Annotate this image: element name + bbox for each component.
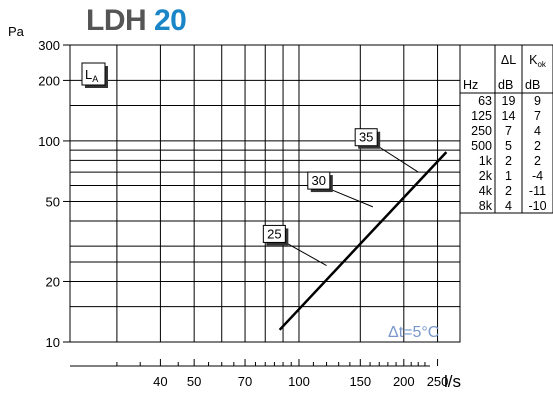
model-size: 20 — [154, 4, 187, 37]
table-cell: 2 — [534, 139, 541, 153]
sound-level-leader — [285, 241, 327, 266]
table-cell: 5 — [505, 139, 512, 153]
table-cell: 2 — [534, 154, 541, 168]
sound-level-label: 30 — [312, 173, 326, 188]
sound-level-leader — [329, 188, 374, 208]
table-cell: 4 — [534, 124, 541, 138]
x-axis: 40 50 70 100 150 200 250 — [70, 359, 448, 389]
x-tick-label: 250 — [427, 374, 449, 389]
la-marker-box — [81, 62, 106, 86]
model-name: LDH — [86, 4, 147, 37]
y-axis-unit: Pa — [8, 24, 25, 39]
table-cell: -11 — [529, 184, 546, 198]
x-tick-label: 200 — [393, 374, 415, 389]
series-line — [278, 151, 448, 331]
table-cell: 19 — [502, 94, 516, 108]
sound-level-labels: 25 30 35 — [262, 128, 419, 266]
sound-level-box — [262, 224, 286, 243]
table-cell: 2 — [505, 184, 512, 198]
table-cell: 4 — [505, 199, 512, 213]
table-header-label: ΔL — [501, 53, 516, 67]
table-cell: -10 — [528, 199, 546, 213]
temperature-note: Δt=5°C — [388, 324, 439, 341]
table-cell: 2k — [479, 169, 493, 183]
chart-grid — [70, 45, 460, 342]
table-cell: 14 — [502, 109, 516, 123]
x-tick-label: 70 — [238, 374, 252, 389]
table-header-unit: Hz — [463, 78, 478, 92]
la-marker: LA — [81, 62, 108, 88]
y-tick-label: 10 — [46, 335, 60, 350]
x-axis-unit: l/s — [444, 372, 461, 391]
table-cell: 7 — [505, 124, 512, 138]
table-cell: -4 — [532, 169, 543, 183]
table-header-unit: dB — [525, 78, 540, 92]
x-tick-label: 50 — [187, 374, 201, 389]
y-tick-label: 300 — [38, 38, 60, 53]
table-cell: 500 — [471, 139, 492, 153]
table-cell: 125 — [471, 109, 492, 123]
x-tick-label: 150 — [349, 374, 371, 389]
y-tick-label: 50 — [46, 194, 60, 209]
series-group — [278, 151, 448, 331]
table-cell: 63 — [478, 94, 492, 108]
y-tick-label: 100 — [38, 134, 60, 149]
table-cell: 2 — [505, 154, 512, 168]
table-cell: 1 — [505, 169, 512, 183]
table-cell: 7 — [534, 109, 541, 123]
table-header-label: Kok — [529, 53, 547, 69]
table-cell: 8k — [479, 199, 493, 213]
x-tick-label: 40 — [153, 374, 167, 389]
y-tick-label: 200 — [38, 73, 60, 88]
table-cell: 4k — [479, 184, 493, 198]
sound-level-leader — [376, 145, 419, 173]
y-tick-label: 20 — [46, 274, 60, 289]
table-frame — [459, 44, 553, 214]
y-axis: 10 20 50 100 200 300 — [38, 38, 70, 350]
table-cell: 1k — [479, 154, 493, 168]
table-cell: 9 — [534, 94, 541, 108]
sound-level-box — [307, 171, 331, 190]
la-marker-text: LA — [85, 67, 98, 84]
table-cell: 250 — [471, 124, 492, 138]
chart-title: LDH 20 — [86, 4, 187, 38]
sound-level-label: 25 — [267, 226, 281, 241]
sound-level-label: 35 — [359, 130, 373, 145]
table-header-unit: dB — [498, 78, 513, 92]
x-tick-label: 100 — [288, 374, 310, 389]
sound-level-box — [354, 128, 378, 147]
